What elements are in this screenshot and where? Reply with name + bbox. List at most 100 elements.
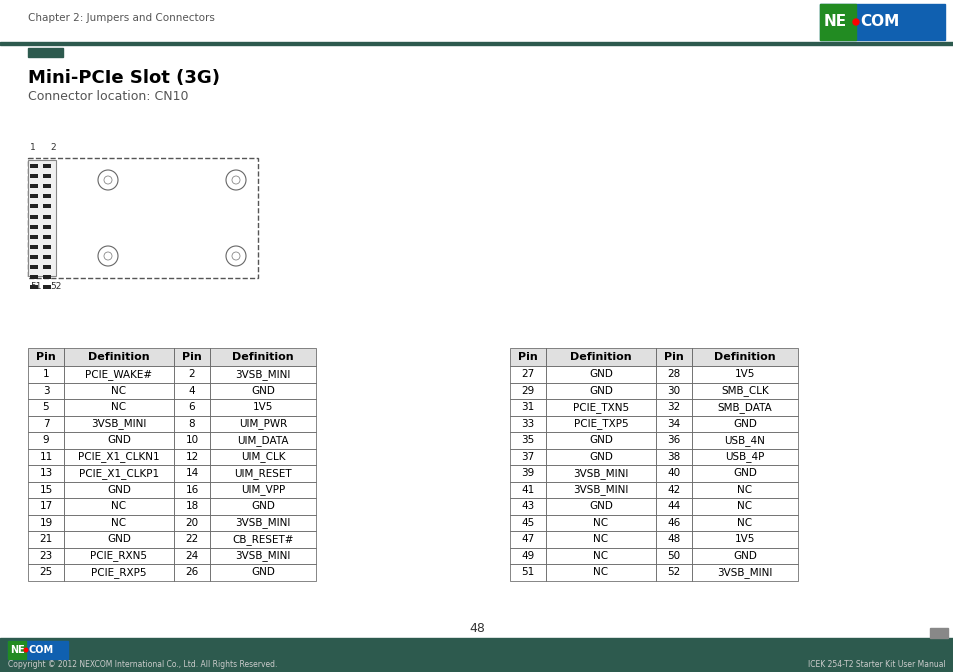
Bar (173, 482, 210, 498)
Text: 8: 8 (189, 419, 195, 429)
Text: 3VSB_MINI: 3VSB_MINI (573, 485, 628, 495)
Bar (510, 382, 545, 399)
Text: 25: 25 (39, 567, 52, 577)
Text: Pin: Pin (182, 352, 202, 362)
Text: 52: 52 (50, 282, 61, 291)
Text: Copyright © 2012 NEXCOM International Co., Ltd. All Rights Reserved.: Copyright © 2012 NEXCOM International Co… (8, 660, 277, 669)
Text: 18: 18 (185, 501, 198, 511)
Bar (510, 548, 545, 564)
Bar (173, 531, 210, 548)
Text: UIM_PWR: UIM_PWR (238, 418, 287, 429)
Text: GND: GND (732, 468, 756, 478)
Bar (210, 448, 315, 465)
Text: NC: NC (112, 501, 127, 511)
Bar (210, 366, 315, 382)
Text: ICEK 254-T2 Starter Kit User Manual: ICEK 254-T2 Starter Kit User Manual (807, 660, 945, 669)
Text: GND: GND (588, 435, 612, 446)
Bar (30, 245, 38, 249)
Text: GND: GND (251, 386, 274, 396)
Bar (656, 382, 691, 399)
Bar (210, 415, 315, 432)
Text: NC: NC (112, 386, 127, 396)
Text: 16: 16 (185, 485, 198, 495)
Text: 48: 48 (469, 622, 484, 634)
Bar (30, 184, 38, 188)
Bar (64, 515, 173, 531)
Text: UIM_CLK: UIM_CLK (240, 452, 285, 462)
Text: Mini-PCIe Slot (3G): Mini-PCIe Slot (3G) (28, 69, 220, 87)
Bar (691, 548, 797, 564)
Text: 36: 36 (667, 435, 679, 446)
Text: NC: NC (593, 534, 608, 544)
Text: 41: 41 (521, 485, 534, 495)
Bar (30, 286, 38, 290)
Bar (30, 174, 38, 178)
Bar (43, 235, 51, 239)
Bar (691, 465, 797, 482)
Text: Pin: Pin (663, 352, 683, 362)
Text: 23: 23 (39, 551, 52, 560)
Text: 14: 14 (185, 468, 198, 478)
Text: USB_4N: USB_4N (723, 435, 764, 446)
Bar (28, 548, 64, 564)
Bar (210, 399, 315, 415)
Text: 30: 30 (667, 386, 679, 396)
Bar (545, 548, 656, 564)
Bar (30, 235, 38, 239)
Text: SMB_CLK: SMB_CLK (720, 385, 768, 396)
Text: 3VSB_MINI: 3VSB_MINI (717, 566, 772, 578)
Bar (656, 399, 691, 415)
Bar (691, 564, 797, 581)
Bar (173, 448, 210, 465)
Text: 24: 24 (185, 551, 198, 560)
Text: GND: GND (251, 567, 274, 577)
Circle shape (852, 19, 858, 25)
Text: GND: GND (588, 501, 612, 511)
Bar (173, 415, 210, 432)
Bar (691, 482, 797, 498)
Bar (64, 465, 173, 482)
Text: 9: 9 (43, 435, 50, 446)
Text: 3: 3 (43, 386, 50, 396)
Text: UIM_RESET: UIM_RESET (233, 468, 292, 478)
Bar (30, 204, 38, 208)
Bar (510, 531, 545, 548)
Bar (656, 465, 691, 482)
Text: 51: 51 (30, 282, 42, 291)
Bar (28, 432, 64, 448)
Bar (64, 548, 173, 564)
Bar (545, 348, 656, 366)
Bar (545, 366, 656, 382)
Text: 42: 42 (667, 485, 679, 495)
Bar (210, 498, 315, 515)
Bar (656, 348, 691, 366)
Bar (545, 465, 656, 482)
Bar (64, 382, 173, 399)
Bar (210, 531, 315, 548)
Bar (28, 482, 64, 498)
Text: NC: NC (593, 517, 608, 528)
Bar (64, 399, 173, 415)
Text: 31: 31 (521, 403, 534, 412)
Bar (43, 265, 51, 269)
Bar (691, 415, 797, 432)
Bar (173, 366, 210, 382)
Text: PCIE_RXN5: PCIE_RXN5 (91, 550, 148, 561)
Bar (510, 415, 545, 432)
Text: NE: NE (10, 645, 25, 655)
Bar (43, 276, 51, 280)
Text: GND: GND (251, 501, 274, 511)
Text: 5: 5 (43, 403, 50, 412)
Text: 50: 50 (667, 551, 679, 560)
Text: NC: NC (737, 501, 752, 511)
Bar (28, 564, 64, 581)
Text: GND: GND (732, 551, 756, 560)
Bar (545, 482, 656, 498)
Text: 51: 51 (521, 567, 534, 577)
Bar (656, 564, 691, 581)
Bar (0, 638, 953, 672)
Bar (210, 382, 315, 399)
Bar (28, 399, 64, 415)
Bar (820, 4, 855, 40)
Text: PCIE_TXP5: PCIE_TXP5 (573, 418, 628, 429)
